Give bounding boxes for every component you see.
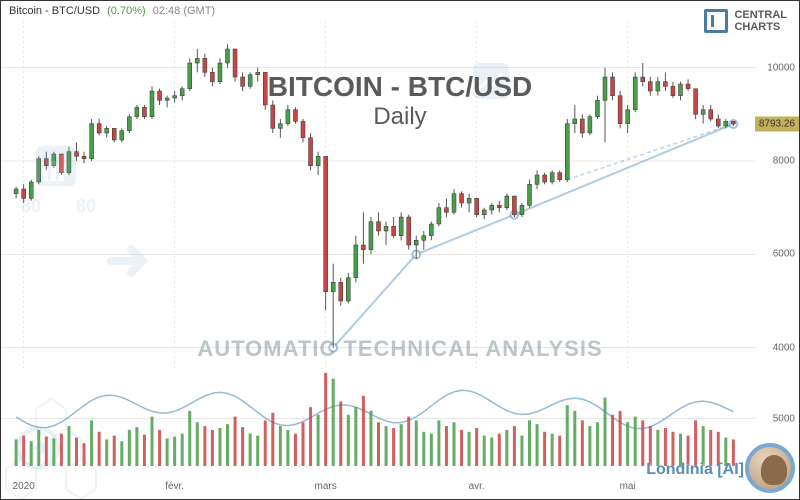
bg-circle-arrow-icon	[16, 426, 61, 471]
x-axis-time: 2020févr.marsavr.mai	[1, 481, 756, 495]
volume-chart[interactable]	[1, 371, 756, 466]
londinia-label: Londinia [AI]	[646, 461, 744, 479]
symbol-text: Bitcoin - BTC/USD	[9, 5, 100, 17]
change-text: (0.70%)	[107, 5, 146, 17]
chart-header: Bitcoin - BTC/USD (0.70%) 02:48 (GMT)	[9, 5, 215, 17]
watermark-text: AUTOMATIC TECHNICAL ANALYSIS	[197, 336, 602, 362]
title-main: BITCOIN - BTC/USD	[268, 71, 532, 103]
chart-title: BITCOIN - BTC/USD Daily	[268, 71, 532, 131]
logo-icon	[704, 9, 728, 33]
bg-chart-icon	[31, 141, 81, 191]
bg-rsi-label-1: 80	[21, 196, 41, 217]
bg-arrow-icon	[101, 231, 161, 291]
time-text: 02:48 (GMT)	[153, 5, 215, 17]
y-axis-price: 40006000800010000	[754, 21, 799, 371]
logo-text: CENTRAL CHARTS	[734, 9, 787, 33]
current-price-label: 8793.26	[755, 116, 799, 131]
title-sub: Daily	[268, 103, 532, 131]
bg-rsi-label-2: 80	[76, 196, 96, 217]
avatar-icon[interactable]	[745, 443, 795, 493]
brand-logo: CENTRAL CHARTS	[704, 9, 787, 33]
